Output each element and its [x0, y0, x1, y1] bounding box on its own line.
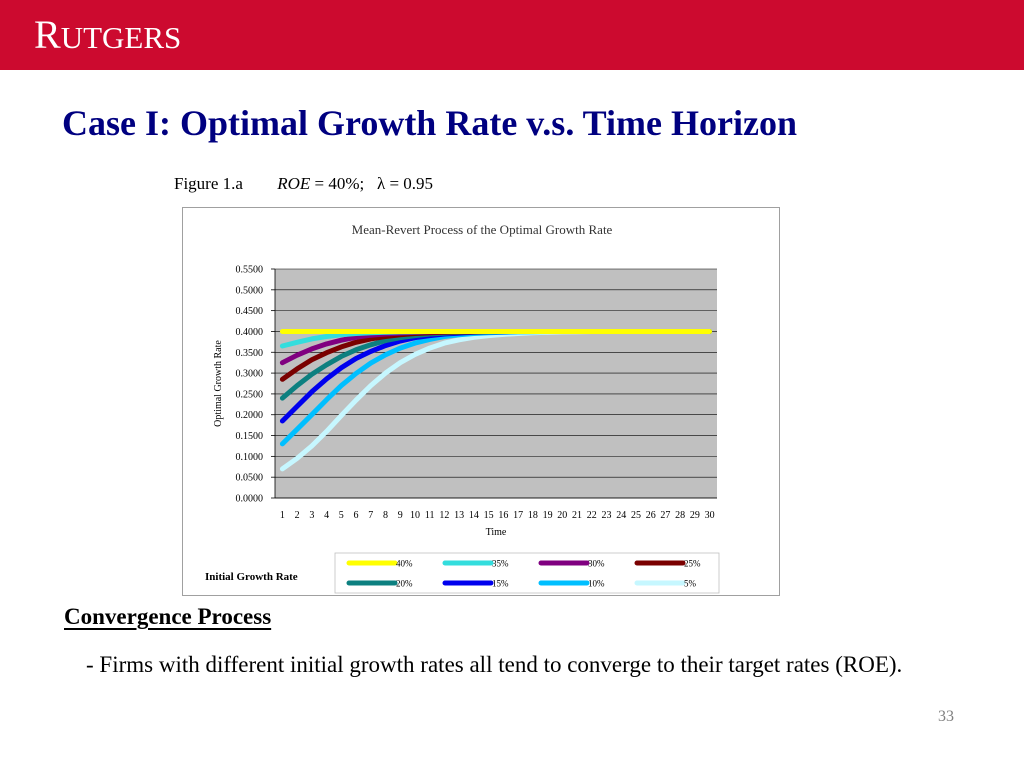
x-tick-label: 23	[602, 510, 612, 521]
x-tick-label: 6	[354, 510, 359, 521]
legend-label: 35%	[492, 559, 509, 569]
x-tick-label: 12	[439, 510, 449, 521]
x-tick-label: 19	[543, 510, 553, 521]
figure-params: ROE = 40%; λ = 0.95	[277, 174, 433, 193]
figure-caption: Figure 1.a ROE = 40%; λ = 0.95	[174, 174, 433, 194]
header-bar: RUTGERS	[0, 0, 1024, 70]
chart-title: Mean-Revert Process of the Optimal Growt…	[352, 222, 613, 237]
x-tick-label: 7	[368, 510, 373, 521]
x-tick-label: 27	[660, 510, 670, 521]
y-tick-label: 0.1000	[236, 452, 264, 463]
y-tick-label: 0.3000	[236, 369, 264, 380]
lambda-value: λ = 0.95	[376, 174, 434, 193]
legend-label: 25%	[684, 559, 701, 569]
slide-title: Case I: Optimal Growth Rate v.s. Time Ho…	[62, 103, 797, 143]
roe-value: = 40%;	[310, 174, 365, 193]
y-tick-label: 0.0000	[236, 494, 264, 505]
x-tick-label: 26	[646, 510, 656, 521]
roe-variable: ROE	[277, 174, 311, 193]
y-tick-label: 0.5500	[236, 265, 264, 276]
x-tick-label: 8	[383, 510, 388, 521]
x-tick-label: 18	[528, 510, 538, 521]
x-tick-label: 4	[324, 510, 329, 521]
growth-rate-chart: Mean-Revert Process of the Optimal Growt…	[205, 222, 720, 594]
section-heading: Convergence Process	[64, 604, 272, 629]
x-tick-label: 9	[398, 510, 403, 521]
bullet-text: - Firms with different initial growth ra…	[86, 652, 903, 677]
x-tick-label: 28	[675, 510, 685, 521]
plot-area	[275, 269, 717, 498]
legend-label: 30%	[588, 559, 605, 569]
x-tick-label: 13	[454, 510, 464, 521]
legend-label: 40%	[396, 559, 413, 569]
legend-title: Initial Growth Rate	[205, 571, 298, 583]
y-tick-label: 0.0500	[236, 473, 264, 484]
y-tick-label: 0.4500	[236, 306, 264, 317]
x-tick-label: 16	[498, 510, 508, 521]
rutgers-logo: RUTGERS	[34, 11, 181, 58]
y-tick-label: 0.5000	[236, 285, 264, 296]
x-tick-label: 17	[513, 510, 523, 521]
x-tick-label: 22	[587, 510, 597, 521]
legend-box	[334, 552, 720, 594]
x-tick-label: 20	[557, 510, 567, 521]
y-axis-label: Optimal Growth Rate	[213, 340, 224, 427]
y-tick-label: 0.4000	[236, 327, 264, 338]
x-tick-label: 21	[572, 510, 582, 521]
legend-label: 5%	[684, 579, 697, 589]
x-tick-label: 24	[616, 510, 626, 521]
x-tick-label: 10	[410, 510, 420, 521]
page-number: 33	[938, 708, 954, 725]
x-tick-label: 1	[280, 510, 285, 521]
chart-frame: Mean-Revert Process of the Optimal Growt…	[182, 207, 780, 596]
y-tick-label: 0.3500	[236, 348, 264, 359]
figure-label: Figure 1.a	[174, 174, 243, 193]
legend-label: 20%	[396, 579, 413, 589]
x-tick-label: 14	[469, 510, 479, 521]
legend-label: 15%	[492, 579, 509, 589]
y-tick-label: 0.2500	[236, 389, 264, 400]
x-tick-label: 2	[295, 510, 300, 521]
x-tick-label: 30	[705, 510, 715, 521]
legend-label: 10%	[588, 579, 605, 589]
x-axis-label: Time	[486, 527, 507, 538]
y-tick-label: 0.1500	[236, 431, 264, 442]
x-tick-label: 11	[425, 510, 435, 521]
logo-rest: UTGERS	[60, 20, 182, 55]
x-tick-label: 15	[484, 510, 494, 521]
x-tick-label: 29	[690, 510, 700, 521]
logo-first-letter: R	[34, 12, 61, 57]
x-tick-label: 5	[339, 510, 344, 521]
x-tick-label: 3	[309, 510, 314, 521]
x-tick-label: 25	[631, 510, 641, 521]
y-tick-label: 0.2000	[236, 410, 264, 421]
